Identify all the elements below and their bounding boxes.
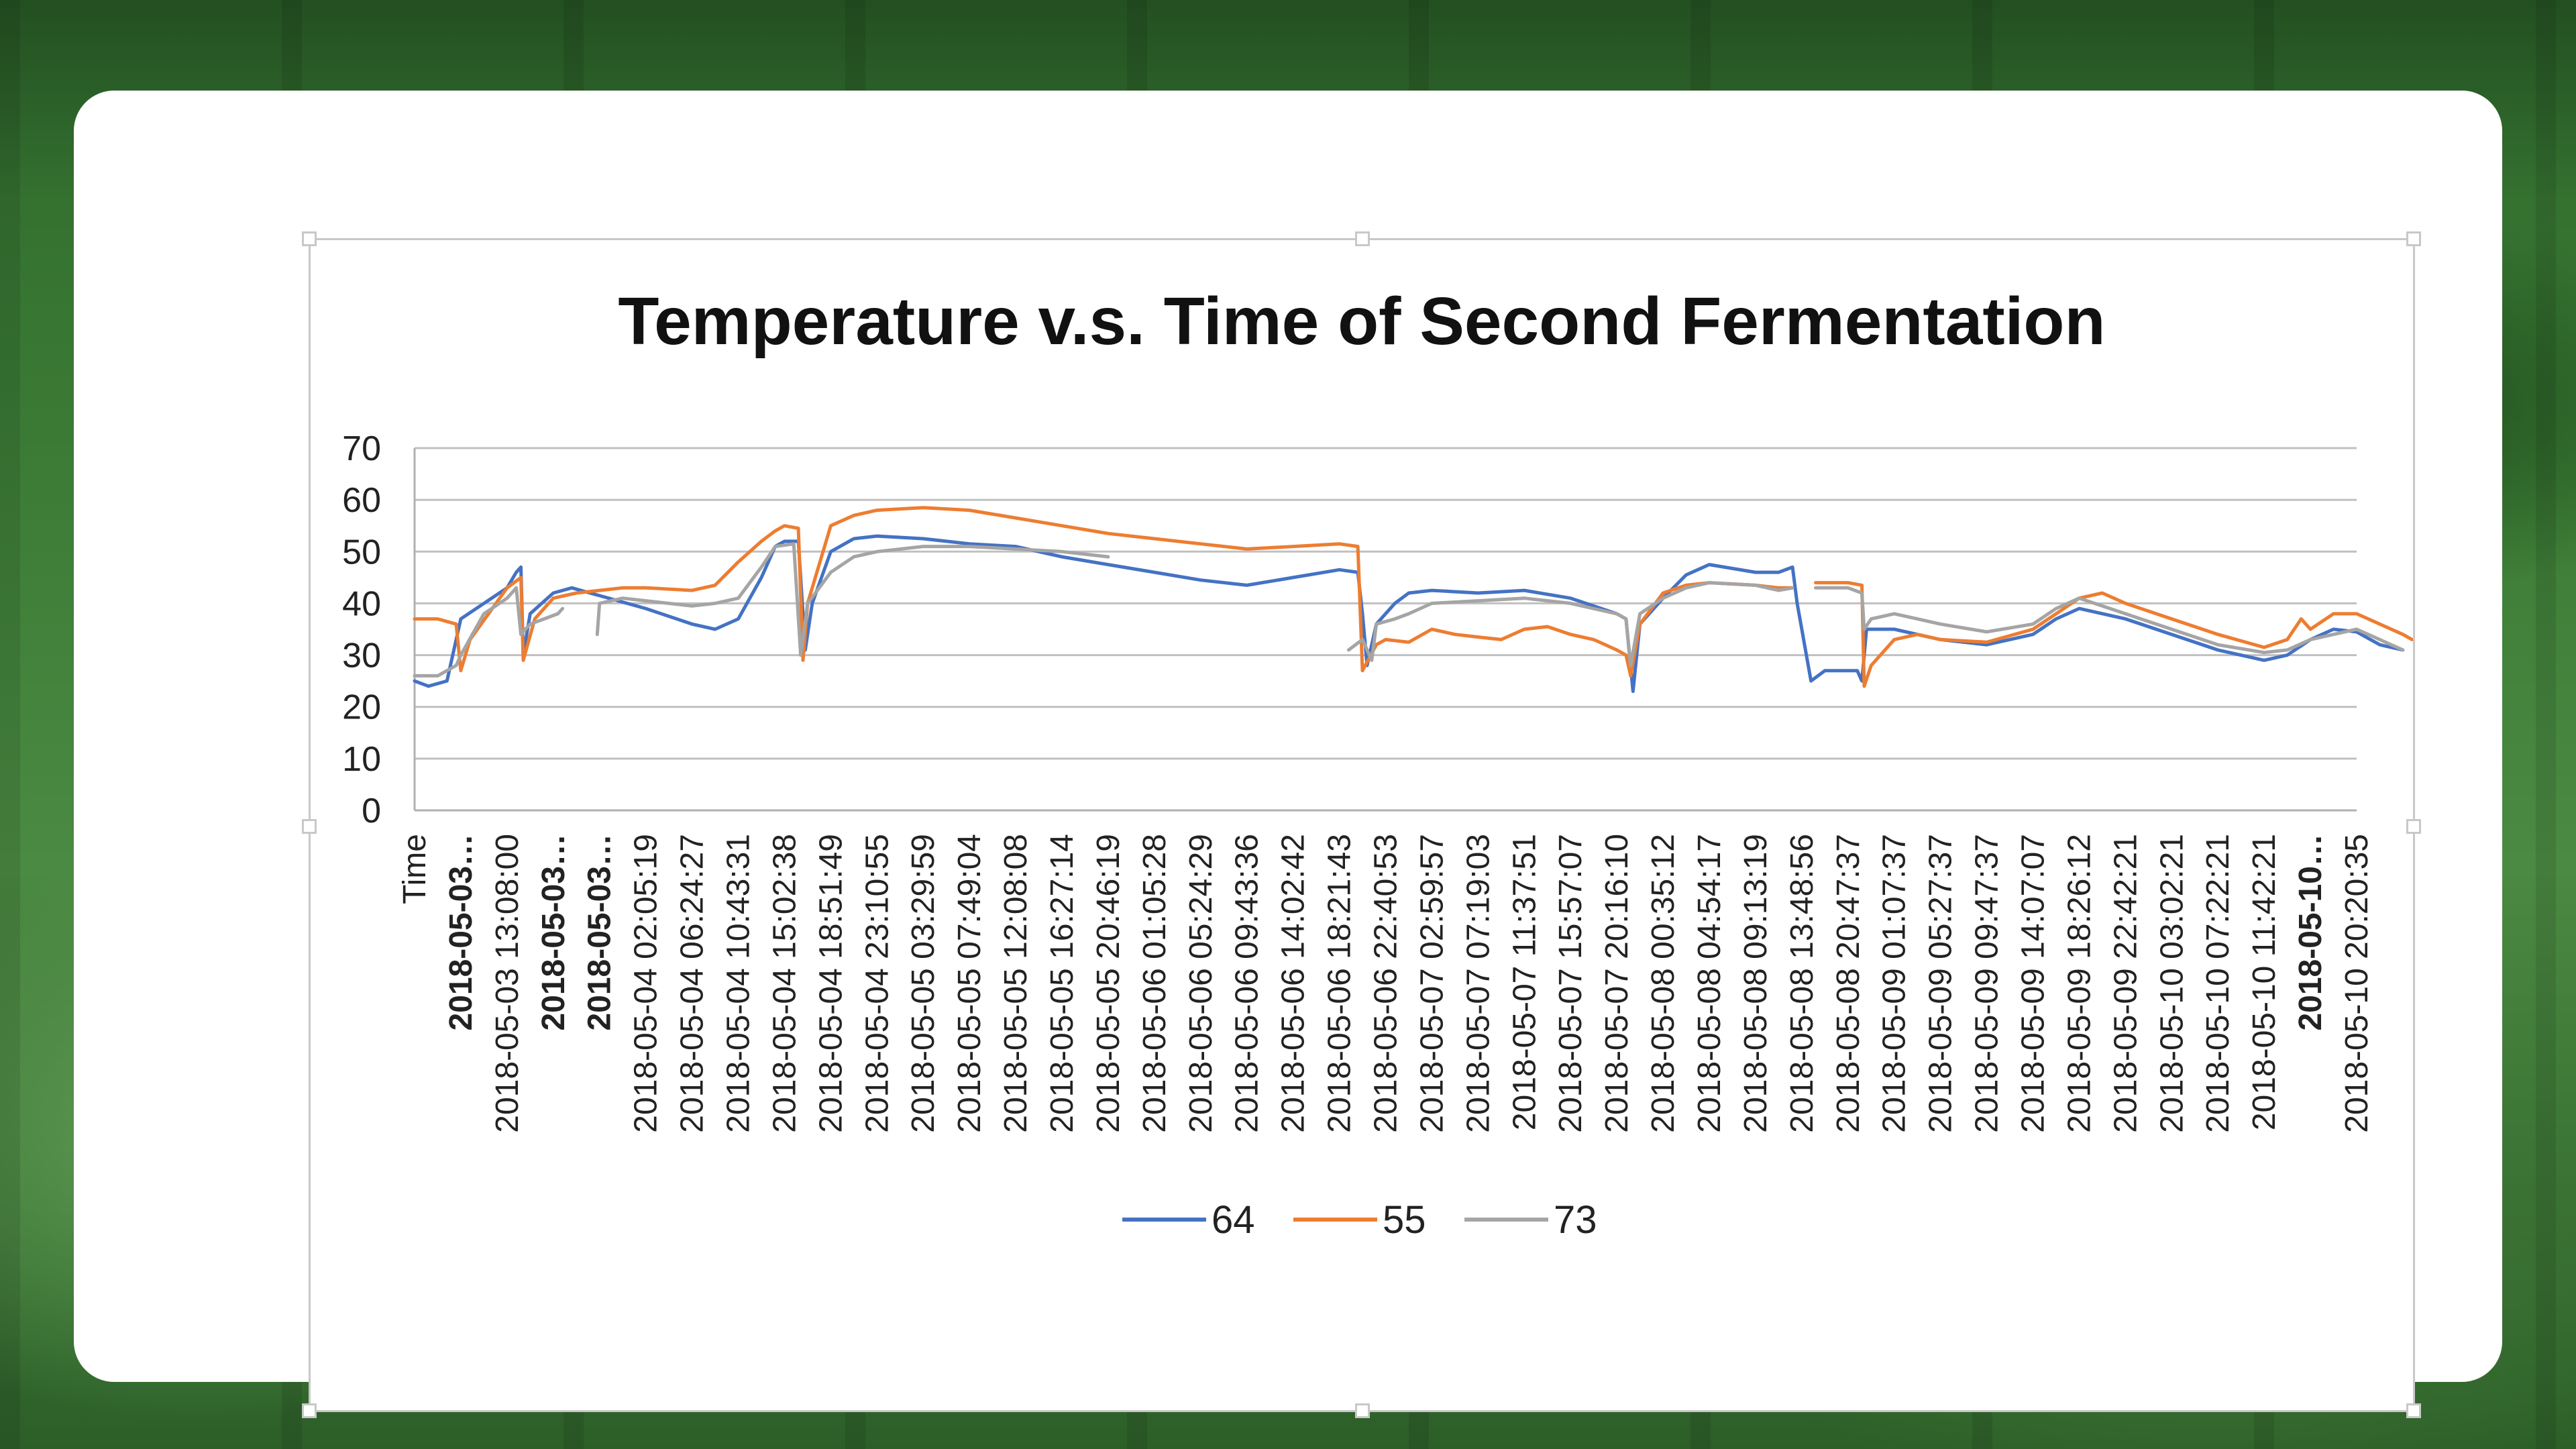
legend-label: 73 xyxy=(1554,1198,1597,1242)
x-tick-label: 2018-05-09 09:47:37 xyxy=(1970,834,2005,1133)
y-tick-label: 40 xyxy=(342,584,381,623)
x-tick-label: 2018-05-04 06:24:27 xyxy=(675,834,710,1133)
x-tick-label: 2018-05-06 09:43:36 xyxy=(1230,834,1265,1133)
x-tick-label: 2018-05-07 07:19:03 xyxy=(1460,834,1496,1133)
x-axis-ticks: Time 2018-05-03… 2018-05-03 13:08:00 2018-0… xyxy=(397,834,2375,1133)
y-tick-label: 10 xyxy=(342,740,381,779)
x-tick-label: 2018-05-08 00:35:12 xyxy=(1646,834,1681,1133)
x-tick-label: 2018-05-07 02:59:57 xyxy=(1414,834,1450,1133)
resize-handle-top-right[interactable] xyxy=(2406,231,2421,246)
x-tick-label: 2018-05-09 05:27:37 xyxy=(1923,834,1959,1133)
series-lines xyxy=(413,506,2413,694)
x-tick-label: 2018-05-04 18:51:49 xyxy=(813,834,849,1133)
x-tick-label: 2018-05-08 13:48:56 xyxy=(1784,834,1820,1133)
resize-handle-top-left[interactable] xyxy=(302,231,317,246)
x-tick-label: 2018-05-05 12:08:08 xyxy=(998,834,1034,1133)
series-line-73 xyxy=(595,542,1110,657)
chart-frame[interactable]: Temperature v.s. Time of Second Fermenta… xyxy=(302,231,2421,1418)
y-tick-label: 0 xyxy=(362,792,381,830)
resize-handle-right[interactable] xyxy=(2406,819,2421,834)
x-tick-label: 2018-05-09 01:07:37 xyxy=(1877,834,1913,1133)
x-tick-label: 2018-05-06 05:24:29 xyxy=(1183,834,1219,1133)
line-chart: Temperature v.s. Time of Second Fermenta… xyxy=(342,284,2413,1242)
x-tick-label: 2018-05-08 04:54:17 xyxy=(1692,834,1727,1133)
gridlines xyxy=(413,447,2357,812)
x-tick-label: 2018-05-03… xyxy=(443,834,479,1031)
legend: 64 55 73 xyxy=(1122,1198,1597,1242)
x-tick-label: 2018-05-10 11:42:21 xyxy=(2247,834,2282,1130)
x-tick-label: 2018-05-07 11:37:51 xyxy=(1507,834,1542,1130)
resize-handle-bottom-left[interactable] xyxy=(302,1403,317,1418)
x-tick-label: 2018-05-03… xyxy=(536,834,572,1031)
x-tick-label: 2018-05-03 13:08:00 xyxy=(490,834,525,1133)
legend-label: 64 xyxy=(1212,1198,1255,1242)
resize-handle-bottom-right[interactable] xyxy=(2406,1403,2421,1418)
chart-title: Temperature v.s. Time of Second Fermenta… xyxy=(618,284,2105,359)
x-tick-label: 2018-05-09 14:07:07 xyxy=(2016,834,2051,1133)
x-tick-label: 2018-05-07 15:57:07 xyxy=(1553,834,1589,1133)
x-tick-label: 2018-05-04 15:02:38 xyxy=(767,834,802,1133)
legend-label: 55 xyxy=(1383,1198,1426,1242)
x-tick-label: 2018-05-08 09:13:19 xyxy=(1738,834,1774,1133)
series-line-64 xyxy=(413,534,2405,694)
x-tick-label: 2018-05-05 20:46:19 xyxy=(1091,834,1126,1133)
x-tick-label: 2018-05-06 22:40:53 xyxy=(1368,834,1404,1133)
y-tick-label: 30 xyxy=(342,637,381,676)
x-tick-label: 2018-05-04 10:43:31 xyxy=(721,834,757,1133)
content-card: Temperature v.s. Time of Second Fermenta… xyxy=(74,91,2502,1418)
y-tick-label: 20 xyxy=(342,688,381,727)
x-tick-label: 2018-05-04 23:10:55 xyxy=(859,834,895,1133)
resize-handle-bottom[interactable] xyxy=(1355,1403,1370,1418)
x-tick-label: 2018-05-04 02:05:19 xyxy=(629,834,664,1133)
x-tick-label: 2018-05-03… xyxy=(582,834,618,1031)
resize-handle-left[interactable] xyxy=(302,819,317,834)
x-tick-label: 2018-05-05 07:49:04 xyxy=(952,834,987,1133)
y-tick-label: 60 xyxy=(342,481,381,520)
x-tick-label: 2018-05-06 01:05:28 xyxy=(1137,834,1173,1133)
x-tick-label: 2018-05-05 16:27:14 xyxy=(1044,834,1080,1133)
x-tick-label: 2018-05-06 14:02:42 xyxy=(1276,834,1311,1133)
x-tick-label: 2018-05-09 22:42:21 xyxy=(2108,834,2143,1133)
x-tick-label: 2018-05-10… xyxy=(2293,834,2328,1031)
y-tick-label: 50 xyxy=(342,533,381,572)
series-line-55 xyxy=(1814,581,2413,688)
series-line-73 xyxy=(413,586,565,678)
y-tick-label: 70 xyxy=(342,429,381,468)
x-tick-label: 2018-05-10 20:20:35 xyxy=(2339,834,2375,1133)
x-tick-label: 2018-05-09 18:26:12 xyxy=(2061,834,2097,1133)
series-line-73 xyxy=(1346,581,1794,667)
resize-handle-top[interactable] xyxy=(1355,231,1370,246)
series-line-73 xyxy=(1814,586,2405,655)
x-tick-label: 2018-05-06 18:21:43 xyxy=(1322,834,1358,1133)
x-tick-label: 2018-05-07 20:16:10 xyxy=(1599,834,1635,1133)
x-tick-label: 2018-05-08 20:47:37 xyxy=(1831,834,1866,1133)
x-tick-label: 2018-05-10 07:22:21 xyxy=(2200,834,2236,1133)
series-line-55 xyxy=(413,506,1794,678)
y-axis-ticks: 0 10 20 30 40 50 60 70 xyxy=(342,429,381,830)
x-tick-label: Time xyxy=(397,834,433,904)
x-tick-label: 2018-05-05 03:29:59 xyxy=(906,834,941,1133)
x-tick-label: 2018-05-10 03:02:21 xyxy=(2154,834,2190,1133)
